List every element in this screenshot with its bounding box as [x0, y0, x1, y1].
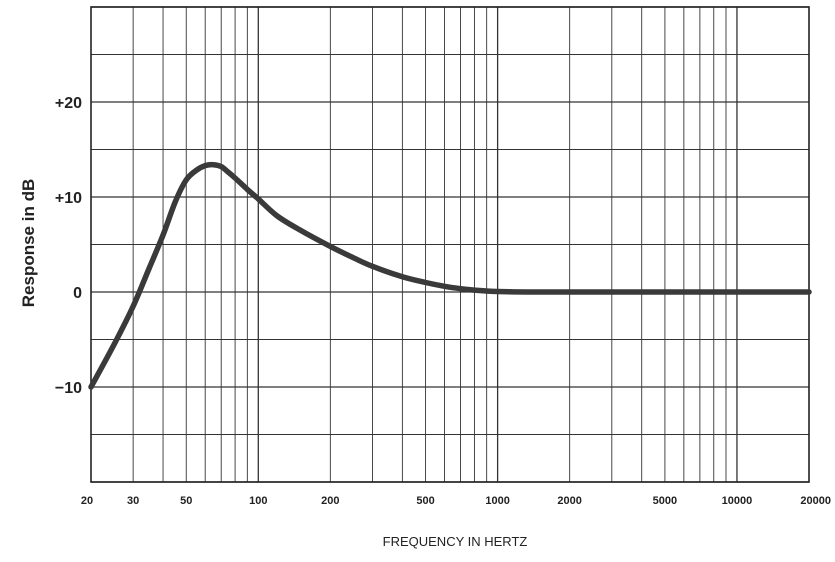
x-tick-label: 100 — [249, 495, 267, 507]
x-tick-label: 20000 — [800, 495, 831, 507]
grid — [90, 6, 810, 483]
x-tick-labels: 20 30 50 100 200 500 1000 2000 5000 10000 20000 — [81, 495, 831, 507]
x-tick-label: 10000 — [722, 495, 753, 507]
x-tick-label: 20 — [81, 495, 93, 507]
plot-frame — [90, 6, 810, 483]
x-tick-label: 30 — [127, 495, 139, 507]
y-tick-label: +10 — [55, 190, 82, 207]
series-layer — [88, 161, 812, 390]
x-tick-label: 200 — [321, 495, 339, 507]
x-tick-label: 2000 — [557, 495, 581, 507]
x-axis-label: FREQUENCY IN HERTZ — [383, 534, 528, 549]
x-tick-label: 5000 — [653, 495, 677, 507]
y-tick-labels: +20 +10 0 −10 — [55, 95, 82, 397]
response-curve — [88, 161, 812, 390]
x-tick-label: 50 — [180, 495, 192, 507]
y-axis-label: Response in dB — [19, 179, 38, 307]
x-tick-label: 1000 — [485, 495, 509, 507]
y-tick-label: −10 — [55, 380, 82, 397]
y-tick-label: +20 — [55, 95, 82, 112]
y-tick-label: 0 — [73, 285, 82, 302]
x-tick-label: 500 — [416, 495, 434, 507]
